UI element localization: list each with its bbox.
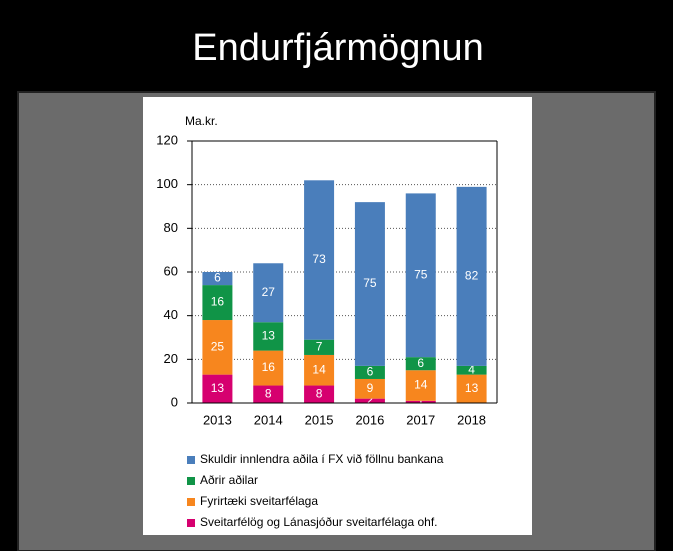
x-tick-label: 2017 — [406, 412, 435, 427]
value-label: 13 — [262, 329, 276, 343]
bar-segment — [354, 365, 385, 379]
value-label: 13 — [465, 381, 479, 395]
x-tick-label: 2015 — [305, 412, 334, 427]
value-label: 75 — [363, 276, 377, 290]
x-tick-label: 2013 — [203, 412, 232, 427]
x-tick-label: 2016 — [355, 412, 384, 427]
value-label: 6 — [367, 365, 374, 379]
bar-segment — [354, 202, 385, 366]
y-tick-label: 40 — [164, 307, 178, 322]
value-label: 6 — [417, 356, 424, 370]
bar-segment — [456, 365, 487, 375]
bar-segment — [354, 398, 385, 403]
value-label: 7 — [316, 339, 323, 353]
legend-label: Fyrirtæki sveitarfélaga — [200, 494, 318, 508]
value-label: 14 — [312, 362, 326, 376]
value-label: 1 — [417, 394, 424, 408]
value-label: 13 — [211, 381, 225, 395]
bar-segment — [405, 193, 436, 358]
legend-swatch — [187, 477, 195, 485]
legend-label: Aðrir aðilar — [200, 473, 258, 487]
bar-segment — [253, 385, 284, 403]
value-label: 4 — [468, 362, 475, 376]
y-tick-label: 80 — [164, 220, 178, 235]
value-label: 82 — [465, 269, 479, 283]
y-tick-label: 20 — [164, 351, 178, 366]
value-label: 8 — [316, 386, 323, 400]
value-label: 16 — [262, 360, 276, 374]
legend-label: Skuldir innlendra aðila í FX við föllnu … — [200, 452, 444, 466]
value-label: 25 — [211, 339, 225, 353]
value-label: 2 — [367, 393, 374, 407]
bar-segment — [456, 374, 487, 403]
bar-segment — [202, 320, 233, 375]
bar-segment — [253, 350, 284, 386]
bar-segment — [354, 378, 385, 399]
y-tick-label: 0 — [171, 394, 178, 409]
y-tick-label: 100 — [156, 176, 178, 191]
bar-segment — [405, 400, 436, 403]
bar-segment — [304, 180, 335, 340]
y-tick-label: 60 — [164, 263, 178, 278]
bar-segment — [202, 272, 233, 286]
bar-segment — [304, 339, 335, 355]
bar-segment — [304, 385, 335, 403]
bar-segment — [405, 357, 436, 371]
x-tick-label: 2018 — [457, 412, 486, 427]
legend-label: Sveitarfélög og Lánasjóður sveitarfélaga… — [200, 515, 438, 529]
legend-swatch — [187, 519, 195, 527]
value-label: 27 — [262, 285, 276, 299]
value-label: 75 — [414, 267, 428, 281]
bar-segment — [253, 322, 284, 351]
bar-segment — [405, 370, 436, 401]
legend-swatch — [187, 498, 195, 506]
bar-segment — [202, 374, 233, 403]
bar-segment — [202, 285, 233, 321]
value-label: 8 — [265, 386, 272, 400]
legend-swatch — [187, 456, 195, 464]
value-label: 14 — [414, 378, 428, 392]
slide-title: Endurfjármögnun — [192, 27, 484, 69]
value-label: 16 — [211, 295, 225, 309]
bar-segment — [304, 354, 335, 386]
y-axis-label: Ma.kr. — [185, 114, 218, 128]
y-tick-label: 120 — [156, 132, 178, 147]
value-label: 9 — [367, 381, 374, 395]
value-label: 6 — [214, 271, 221, 285]
bar-segment — [253, 263, 284, 323]
bar-segment — [456, 186, 487, 366]
x-tick-label: 2014 — [254, 412, 283, 427]
value-label: 73 — [312, 252, 326, 266]
